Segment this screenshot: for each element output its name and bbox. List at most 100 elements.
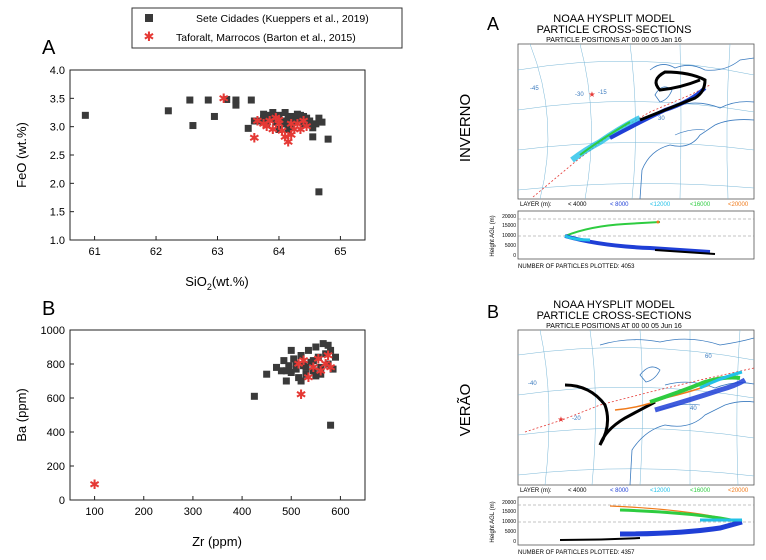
map-b-height-tick: 0 [513, 539, 516, 545]
sete-cidades-point [324, 341, 332, 349]
sete-cidades-point [204, 96, 212, 104]
map-b-grid-label: -20 [572, 416, 581, 422]
y-tick-label: 200 [47, 461, 65, 473]
sete-cidades-point [186, 96, 194, 104]
ticks-a: 61 62 63 64 65 1.0 1.5 2.0 2.5 3.0 3.5 4.0 [50, 65, 347, 258]
taforalt-point: ✱ [295, 122, 306, 137]
map-a-layer-item: <20000 [728, 202, 749, 208]
sete-cidades-point [324, 360, 332, 368]
sete-cidades-point [272, 116, 280, 124]
sete-cidades-point [329, 365, 337, 373]
y-tick-label: 600 [47, 393, 65, 405]
map-a-height-axis-label: Height AGL (m) [490, 215, 496, 256]
y-tick-label: 400 [47, 427, 65, 439]
map-b-grid-label: 60 [705, 354, 712, 360]
legend-label-taforalt: Taforalt, Marrocos (Barton et al., 2015) [176, 32, 356, 44]
sete-cidades-point [312, 343, 320, 351]
xlabel-b: Zr (ppm) [192, 534, 242, 549]
sete-cidades-point [309, 133, 317, 141]
sete-cidades-point [263, 120, 271, 128]
map-a-layer-item: < 8000 [610, 202, 629, 208]
sete-cidades-point [306, 120, 314, 128]
map-b-layer-item: < 8000 [610, 488, 629, 494]
y-tick-label: 0 [59, 495, 65, 507]
points-b: ✱✱✱✱✱✱✱✱✱✱✱ [89, 340, 339, 492]
map-a-layer-label: LAYER (m): [520, 202, 552, 208]
sete-cidades-point [318, 118, 326, 126]
map-a-frame: -45 -30 -15 30 ★ [517, 43, 755, 200]
sete-cidades-point [263, 370, 271, 378]
xlabel-a: SiO2(wt.%) [185, 274, 249, 292]
x-tick-label: 61 [88, 246, 100, 258]
taforalt-point: ✱ [298, 114, 309, 129]
sete-cidades-point [285, 362, 293, 370]
sete-cidades-point [302, 370, 310, 378]
sete-cidades-point [287, 369, 295, 376]
sete-cidades-point [309, 357, 317, 365]
taforalt-point: ✱ [315, 363, 326, 378]
sete-cidades-point [277, 367, 285, 375]
ylabel-a: FeO (wt.%) [14, 122, 29, 188]
sete-cidades-point [327, 346, 335, 354]
map-a-source-star-icon: ★ [588, 90, 595, 99]
map-a-layer-item: <12000 [650, 202, 671, 208]
sete-cidades-point [292, 360, 300, 368]
map-b-height-axis-label: Height AGL (m) [490, 501, 496, 542]
taforalt-point: ✱ [298, 353, 309, 368]
map-b-layer-item: <12000 [650, 488, 671, 494]
sete-cidades-point [309, 124, 317, 132]
map-a-height-tick: 0 [513, 253, 516, 259]
map-b-title: NOAA HYSPLIT MODEL [553, 299, 674, 311]
taforalt-point: ✱ [274, 112, 285, 127]
map-panel-letter-b: B [487, 302, 499, 322]
taforalt-point: ✱ [286, 128, 297, 143]
taforalt-point: ✱ [258, 116, 269, 131]
legend-label-sete-cidades: Sete Cidades (Kueppers et al., 2019) [196, 13, 369, 25]
map-b-height-tick: 5000 [505, 529, 516, 535]
taforalt-point: ✱ [301, 119, 312, 134]
taforalt-point: ✱ [286, 116, 297, 131]
taforalt-point: ✱ [264, 114, 275, 129]
map-b-height-tick: 10000 [502, 519, 516, 525]
taforalt-point: ✱ [325, 360, 336, 375]
y-tick-label: 1.0 [50, 235, 65, 247]
sete-cidades-point [223, 95, 231, 103]
sete-cidades-point [309, 367, 317, 375]
sete-cidades-point [312, 120, 320, 128]
taforalt-point: ✱ [267, 122, 278, 137]
sete-cidades-point [317, 363, 325, 371]
map-a-layer-item: <16000 [690, 202, 711, 208]
legend-box [131, 7, 403, 49]
map-b-frame: -40 -20 40 60 ★ [517, 329, 755, 486]
legend-marker-taforalt: ✱ [144, 29, 155, 44]
y-tick-label: 3.0 [50, 122, 65, 134]
sete-cidades-point [293, 116, 301, 124]
x-tick-label: 400 [233, 506, 251, 518]
y-tick-label: 3.5 [50, 93, 65, 105]
sete-cidades-point [282, 377, 290, 385]
map-b-source-star-icon: ★ [557, 415, 564, 424]
map-b-height-panel: 20000 15000 10000 5000 0 Height AGL (m) [490, 496, 755, 546]
sete-cidades-point [281, 120, 289, 128]
x-tick-label: 62 [150, 246, 162, 258]
map-b-height-tick: 15000 [502, 509, 516, 515]
x-tick-label: 65 [334, 246, 346, 258]
sete-cidades-point [293, 110, 301, 118]
taforalt-point: ✱ [280, 129, 291, 144]
sete-cidades-point [281, 109, 289, 116]
taforalt-point: ✱ [249, 131, 260, 146]
plot-frame-b [69, 329, 366, 501]
map-b-season-label: VERÃO [457, 384, 474, 437]
taforalt-point: ✱ [308, 360, 319, 375]
map-a-grid-label: -30 [575, 92, 584, 98]
taforalt-point: ✱ [270, 111, 281, 126]
x-tick-label: 64 [273, 246, 285, 258]
sete-cidades-point [290, 355, 298, 363]
map-a-grid-label: -15 [598, 90, 607, 96]
legend-marker-sete-cidades [145, 14, 153, 22]
map-b-height-tick: 20000 [502, 500, 516, 506]
map-a-grid-label: -45 [530, 86, 539, 92]
ticks-b: 100 200 300 400 500 600 0 200 400 600 800 1000 [41, 325, 350, 518]
taforalt-point: ✱ [323, 348, 334, 363]
